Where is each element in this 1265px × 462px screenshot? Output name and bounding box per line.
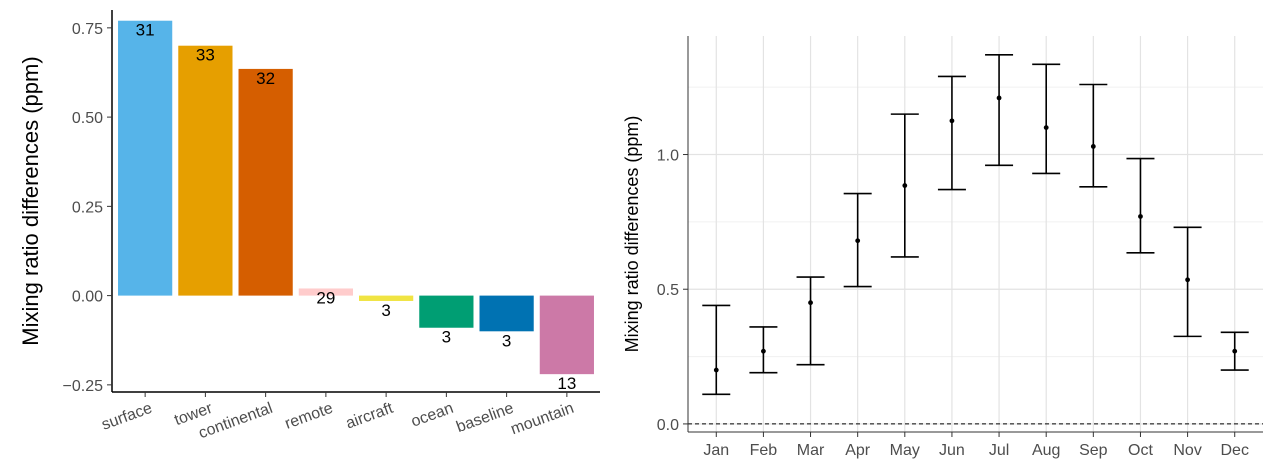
y-tick-label: 1.0	[657, 148, 679, 165]
errorbar-Mar	[796, 276, 825, 366]
y-tick-label: 0.75	[72, 21, 103, 38]
mean-point	[761, 348, 766, 354]
x-tick-label: Jun	[939, 442, 965, 459]
x-tick-label: Apr	[845, 442, 871, 459]
x-tick-label: May	[890, 442, 920, 459]
mean-point	[808, 300, 813, 306]
bar-aircraft	[359, 295, 414, 301]
mean-point	[1138, 214, 1143, 219]
count-label: 29	[316, 288, 335, 307]
x-tick-label: mountain	[509, 400, 577, 438]
bar-continental	[238, 68, 293, 296]
y-tick-label: −0.25	[63, 378, 104, 395]
x-tick-label: Nov	[1173, 442, 1201, 459]
y-axis-title: Mixing ratio differences (ppm)	[18, 56, 43, 345]
bar-tower	[178, 45, 233, 296]
y-axis-title: Mixing ratio differences (ppm)	[622, 116, 642, 353]
bar-chart: −0.250.000.250.500.75 31surface33tower32c…	[18, 10, 600, 442]
x-tick-label: Jul	[989, 442, 1009, 459]
bar-remote	[298, 288, 353, 296]
x-tick-label: Feb	[750, 442, 778, 459]
mean-point	[949, 118, 955, 124]
panel-background	[688, 36, 1263, 432]
bar-surface	[118, 20, 173, 296]
errorbar-Feb	[749, 326, 778, 374]
mean-point	[1043, 125, 1049, 130]
x-tick-label: Jan	[703, 442, 729, 459]
count-label: 31	[136, 21, 155, 40]
count-label: 3	[502, 331, 511, 350]
mean-point	[1232, 348, 1238, 354]
errorbar-Jul	[985, 54, 1014, 167]
count-label: 3	[442, 328, 451, 347]
mean-point	[855, 238, 861, 244]
y-tick-label: 0.50	[72, 110, 103, 127]
x-tick-label: Mar	[797, 442, 825, 459]
errorbar-Sep	[1079, 83, 1108, 188]
x-tick-label: baseline	[454, 400, 516, 436]
errorbar-chart: 0.0 0.5 1.0 Jan Feb Mar Apr May Jun Jul Aug Sep Oct N…	[622, 36, 1263, 459]
bar-ocean	[419, 295, 474, 328]
x-tick-label: aircraft	[344, 400, 396, 433]
x-tick-label: surface	[99, 400, 154, 434]
bar-baseline	[479, 295, 534, 332]
errorbar-Apr	[843, 192, 872, 288]
errorbar-Jan	[702, 304, 731, 396]
mean-point	[996, 95, 1002, 101]
mean-point	[1090, 144, 1096, 149]
count-label: 13	[557, 374, 576, 393]
y-tick-label: 0.00	[72, 289, 103, 306]
errorbar-Oct	[1126, 157, 1155, 254]
x-tick-label: Dec	[1220, 442, 1248, 459]
count-label: 32	[256, 69, 275, 88]
errorbar-May	[890, 113, 919, 258]
y-tick-label: 0.5	[657, 282, 679, 299]
x-tick-label: Oct	[1128, 442, 1153, 459]
x-tick-label: Aug	[1032, 442, 1060, 459]
count-label: 3	[381, 301, 390, 320]
errorbar-Aug	[1032, 63, 1061, 175]
x-tick-label: Sep	[1079, 442, 1108, 459]
y-tick-label: 0.25	[72, 199, 103, 216]
mean-point	[902, 183, 908, 188]
mean-point	[1185, 277, 1190, 283]
x-tick-label: ocean	[409, 400, 456, 431]
y-tick-label: 0.0	[657, 417, 679, 434]
errorbar-Nov	[1173, 226, 1202, 338]
errorbar-Jun	[937, 75, 966, 191]
errorbar-Dec	[1220, 331, 1249, 371]
x-tick-label: remote	[283, 400, 336, 433]
mean-point	[713, 367, 719, 373]
count-label: 33	[196, 46, 215, 65]
bar-mountain	[539, 295, 594, 375]
